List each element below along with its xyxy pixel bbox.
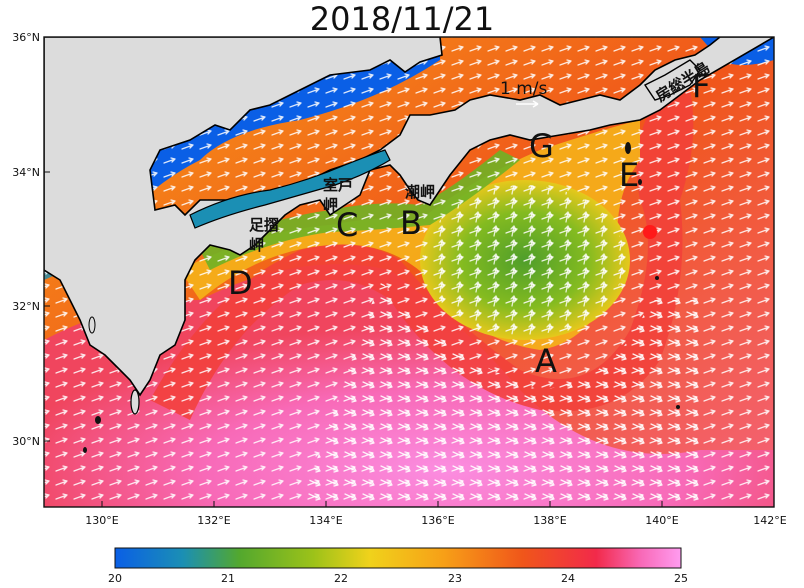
lon-tick: 140°E	[645, 514, 678, 527]
lon-tick: 142°E	[753, 514, 786, 527]
lon-tick: 134°E	[309, 514, 342, 527]
place-shiono: 潮岬	[405, 183, 435, 201]
island-small	[676, 405, 680, 409]
colorbar-gradient	[114, 547, 682, 569]
island-tanegashima	[130, 389, 140, 415]
map-frame	[43, 36, 775, 508]
island-small	[655, 276, 659, 280]
lat-tick: 32°N	[12, 300, 40, 313]
island-small	[638, 179, 642, 185]
seto-inland-sea	[189, 149, 391, 229]
colorbar-tick: 24	[561, 572, 575, 585]
label-A: A	[535, 342, 557, 380]
island-small	[83, 447, 87, 453]
japan-landmass	[44, 37, 774, 397]
current-vectors-eddy	[425, 185, 625, 335]
lon-tick: 132°E	[197, 514, 230, 527]
lon-tick: 136°E	[421, 514, 454, 527]
vector-scale-arrow	[516, 100, 539, 108]
label-F: F	[692, 67, 710, 105]
colorbar-tick: 25	[674, 572, 688, 585]
island-goto	[88, 316, 96, 334]
label-E: E	[619, 156, 639, 194]
colorbar: 20 21 22 23 24 25	[108, 547, 688, 585]
lon-tick: 138°E	[533, 514, 566, 527]
label-B: B	[400, 204, 422, 242]
lon-axis: 130°E 132°E 134°E 136°E 138°E 140°E 142°…	[85, 501, 787, 527]
map-title: 2018/11/21	[309, 0, 495, 38]
lon-tick: 130°E	[85, 514, 118, 527]
lat-tick: 36°N	[12, 31, 40, 44]
place-muroto-2: 岬	[323, 196, 338, 214]
lat-tick: 34°N	[12, 166, 40, 179]
colorbar-tick: 22	[334, 572, 348, 585]
colorbar-tick: 21	[221, 572, 235, 585]
place-ashizuri-2: 岬	[249, 236, 264, 254]
colorbar-tick: 20	[108, 572, 122, 585]
lat-tick: 30°N	[12, 435, 40, 448]
plot-area: 1 m/s A B C D E F G 足摺 岬 室戸 岬 潮岬 房総半島	[44, 37, 774, 507]
lat-axis: 36°N 34°N 32°N 30°N	[12, 31, 50, 448]
label-D: D	[228, 264, 253, 302]
island-izu	[625, 142, 631, 154]
label-C: C	[336, 206, 358, 244]
label-G: G	[529, 127, 554, 165]
current-vectors-south	[300, 280, 700, 507]
island-small	[95, 416, 101, 424]
place-muroto: 室戸	[323, 176, 353, 194]
observation-marker	[643, 225, 657, 239]
colorbar-tick: 23	[448, 572, 462, 585]
boso-peninsula	[643, 59, 701, 101]
vector-scale-label: 1 m/s	[500, 79, 548, 99]
place-ashizuri: 足摺	[249, 216, 279, 234]
